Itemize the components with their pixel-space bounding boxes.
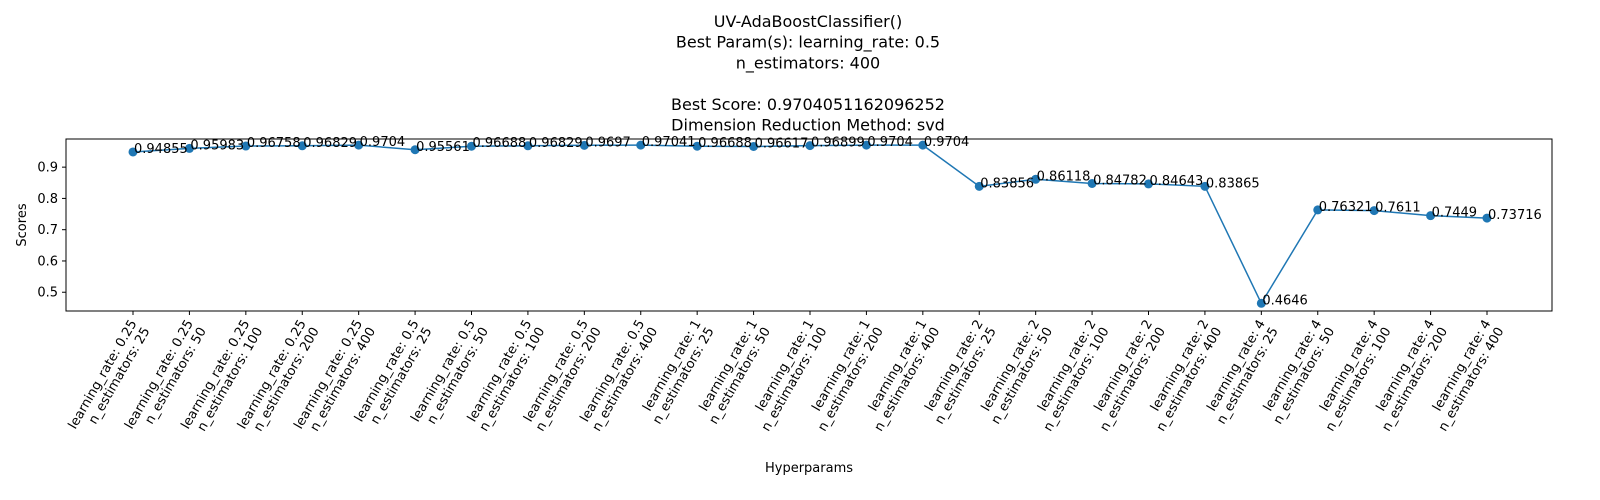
y-tick-label: 0.5 — [37, 286, 58, 301]
data-label: 0.84643 — [1150, 174, 1204, 189]
data-label: 0.9697 — [585, 135, 631, 150]
plot-area — [65, 138, 1553, 312]
data-point — [241, 141, 251, 151]
data-label: 0.96758 — [247, 136, 301, 151]
title-line: Dimension Reduction Method: svd — [671, 116, 945, 135]
data-label: 0.7611 — [1375, 201, 1421, 216]
data-point — [579, 140, 589, 150]
x-axis-label: Hyperparams — [765, 461, 853, 476]
chart-title: UV-AdaBoostClassifier() Best Param(s): le… — [671, 12, 945, 135]
data-label: 0.96617 — [755, 136, 809, 151]
data-point — [128, 147, 138, 157]
data-label: 0.7449 — [1432, 206, 1478, 221]
data-label: 0.9704 — [924, 135, 970, 150]
data-label: 0.97041 — [642, 135, 696, 150]
data-label: 0.4646 — [1262, 293, 1308, 308]
y-tick-label: 0.8 — [37, 192, 58, 207]
data-label: 0.96688 — [698, 136, 752, 151]
data-point — [297, 141, 307, 151]
data-label: 0.76321 — [1319, 200, 1373, 215]
data-label: 0.9704 — [360, 135, 406, 150]
title-line: UV-AdaBoostClassifier() — [714, 12, 902, 31]
data-point — [467, 141, 476, 151]
data-point — [523, 141, 533, 151]
y-tick-label: 0.6 — [37, 254, 58, 269]
y-axis: 0.5 0.6 0.7 0.8 0.9 — [37, 161, 66, 301]
data-point — [1200, 181, 1210, 191]
data-point — [1426, 211, 1436, 221]
title-line: Best Score: 0.9704051162096252 — [671, 95, 945, 114]
data-label: 0.86118 — [1037, 169, 1091, 184]
data-label: 0.96899 — [811, 136, 865, 151]
data-point — [1369, 206, 1379, 216]
data-point — [354, 140, 364, 150]
data-label: 0.83865 — [1206, 176, 1260, 191]
data-point — [918, 140, 928, 150]
data-label: 0.9704 — [867, 135, 913, 150]
data-label: 0.95983 — [190, 138, 244, 153]
data-point — [749, 141, 759, 151]
data-label: 0.96829 — [303, 136, 357, 151]
y-tick-label: 0.7 — [37, 223, 58, 238]
data-point — [1144, 179, 1153, 189]
data-point — [184, 143, 194, 153]
data-point — [1031, 174, 1041, 184]
data-points — [128, 140, 1492, 308]
data-label: 0.94855 — [134, 142, 188, 157]
data-point — [1256, 298, 1266, 308]
data-point — [974, 181, 984, 191]
y-axis-label: Scores — [15, 203, 30, 246]
data-point — [861, 140, 871, 150]
x-axis: learning_rate: 0.25n_estimators: 25learn… — [66, 311, 1507, 434]
series-line — [132, 144, 1488, 305]
data-label: 0.73716 — [1488, 208, 1542, 223]
data-point — [805, 141, 815, 151]
data-labels: 0.94855 0.95983 0.96758 0.96829 0.9704 0.9556… — [134, 135, 1542, 308]
data-label: 0.84782 — [1093, 173, 1147, 188]
title-line: Best Param(s): learning_rate: 0.5 — [676, 33, 940, 53]
data-point — [1482, 213, 1492, 223]
data-point — [1313, 205, 1323, 215]
data-label: 0.95561 — [416, 140, 470, 155]
y-tick-label: 0.9 — [37, 161, 58, 176]
data-label: 0.96829 — [529, 136, 583, 151]
data-label: 0.83856 — [980, 176, 1034, 191]
data-label: 0.96688 — [473, 136, 527, 151]
data-point — [410, 145, 420, 155]
title-line: n_estimators: 400 — [736, 53, 880, 73]
data-point — [1087, 178, 1097, 188]
data-point — [636, 140, 646, 150]
data-point — [692, 141, 702, 151]
